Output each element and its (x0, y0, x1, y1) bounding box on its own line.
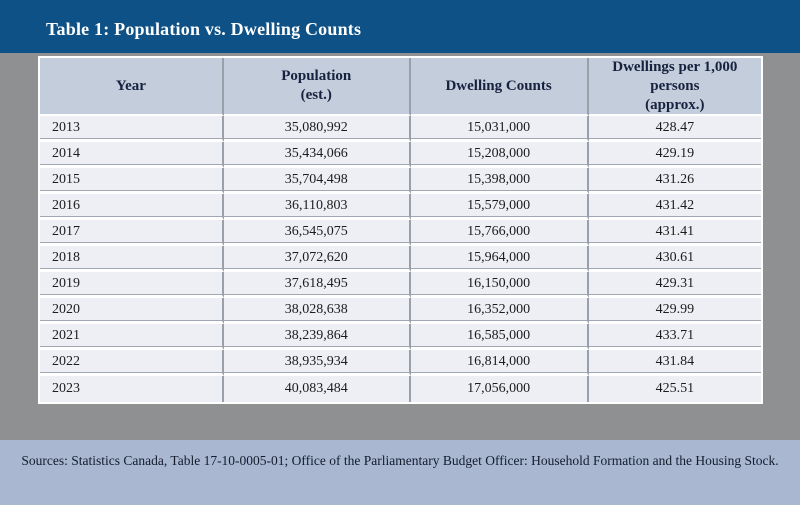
dwelling-counts-cell: 15,964,000 (410, 246, 589, 273)
dwelling-counts-cell: 15,208,000 (410, 142, 589, 169)
population-cell: 38,239,864 (223, 324, 411, 351)
dwellings-per-1000-cell: 431.41 (588, 220, 761, 247)
dwellings-per-1000-cell: 429.99 (588, 298, 761, 325)
dwelling-counts-cell: 16,352,000 (410, 298, 589, 325)
population-cell: 37,618,495 (223, 272, 411, 299)
dwellings-per-1000-cell: 429.19 (588, 142, 761, 169)
population-cell: 38,935,934 (223, 350, 411, 377)
dwellings-per-1000-cell: 433.71 (588, 324, 761, 351)
dwelling-counts-cell: 15,766,000 (410, 220, 589, 247)
dwellings-per-1000-cell: 431.26 (588, 168, 761, 195)
column-header-population: Population (est.) (223, 58, 411, 117)
year-cell: 2018 (40, 246, 224, 273)
table-zone: Year Population (est.) Dwelling Counts D… (0, 53, 800, 440)
column-header-year: Year (40, 58, 224, 117)
year-cell: 2016 (40, 194, 224, 221)
year-cell: 2014 (40, 142, 224, 169)
year-cell: 2013 (40, 116, 224, 143)
column-header-dwelling-counts: Dwelling Counts (410, 58, 589, 117)
dwelling-counts-cell: 17,056,000 (410, 376, 589, 403)
year-cell: 2020 (40, 298, 224, 325)
dwelling-counts-cell: 16,585,000 (410, 324, 589, 351)
year-cell: 2019 (40, 272, 224, 299)
year-cell: 2015 (40, 168, 224, 195)
table-row: 2023 40,083,484 17,056,000 425.51 (40, 376, 761, 403)
year-cell: 2017 (40, 220, 224, 247)
population-cell: 35,080,992 (223, 116, 411, 143)
sources-note: Sources: Statistics Canada, Table 17-10-… (21, 453, 779, 468)
dwelling-counts-cell: 16,814,000 (410, 350, 589, 377)
dwelling-counts-cell: 15,031,000 (410, 116, 589, 143)
footer-band: Sources: Statistics Canada, Table 17-10-… (0, 440, 800, 505)
table-row: 2022 38,935,934 16,814,000 431.84 (40, 350, 761, 377)
population-cell: 37,072,620 (223, 246, 411, 273)
table-row: 2020 38,028,638 16,352,000 429.99 (40, 298, 761, 325)
table-header-row: Year Population (est.) Dwelling Counts D… (40, 58, 761, 117)
table-row: 2018 37,072,620 15,964,000 430.61 (40, 246, 761, 273)
population-cell: 35,434,066 (223, 142, 411, 169)
year-cell: 2022 (40, 350, 224, 377)
year-cell: 2021 (40, 324, 224, 351)
table-row: 2021 38,239,864 16,585,000 433.71 (40, 324, 761, 351)
population-cell: 36,545,075 (223, 220, 411, 247)
table-row: 2014 35,434,066 15,208,000 429.19 (40, 142, 761, 169)
dwellings-per-1000-cell: 430.61 (588, 246, 761, 273)
dwellings-per-1000-cell: 431.42 (588, 194, 761, 221)
dwelling-counts-cell: 16,150,000 (410, 272, 589, 299)
table-row: 2016 36,110,803 15,579,000 431.42 (40, 194, 761, 221)
dwelling-counts-cell: 15,579,000 (410, 194, 589, 221)
dwellings-per-1000-cell: 425.51 (588, 376, 761, 403)
table-title: Table 1: Population vs. Dwelling Counts (46, 19, 362, 39)
dwellings-per-1000-cell: 428.47 (588, 116, 761, 143)
year-cell: 2023 (40, 376, 224, 403)
population-cell: 38,028,638 (223, 298, 411, 325)
population-cell: 36,110,803 (223, 194, 411, 221)
population-dwelling-table: Year Population (est.) Dwelling Counts D… (38, 56, 763, 405)
table-row: 2017 36,545,075 15,766,000 431.41 (40, 220, 761, 247)
table-body: 2013 35,080,992 15,031,000 428.47 2014 3… (40, 116, 761, 403)
dwellings-per-1000-cell: 431.84 (588, 350, 761, 377)
dwellings-per-1000-cell: 429.31 (588, 272, 761, 299)
title-bar: Table 1: Population vs. Dwelling Counts (0, 0, 800, 53)
table-row: 2015 35,704,498 15,398,000 431.26 (40, 168, 761, 195)
column-header-dwellings-per-1000: Dwellings per 1,000 persons (approx.) (588, 58, 761, 117)
table-row: 2013 35,080,992 15,031,000 428.47 (40, 116, 761, 143)
population-cell: 35,704,498 (223, 168, 411, 195)
population-cell: 40,083,484 (223, 376, 411, 403)
table-row: 2019 37,618,495 16,150,000 429.31 (40, 272, 761, 299)
dwelling-counts-cell: 15,398,000 (410, 168, 589, 195)
